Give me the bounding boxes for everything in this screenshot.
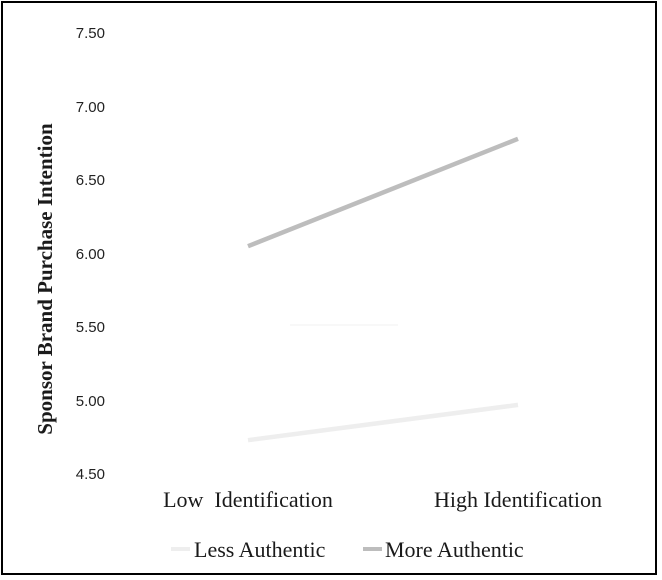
y-tick-label: 7.00 <box>76 99 105 116</box>
series-line-more-authentic <box>247 136 519 249</box>
y-tick-label: 5.50 <box>76 319 105 336</box>
series-lines <box>247 136 519 443</box>
y-tick-label: 4.50 <box>76 466 105 483</box>
legend: Less Authentic More Authentic <box>171 537 524 562</box>
y-axis-title: Sponsor Brand Purchase Intention <box>33 123 57 435</box>
series-line-less-authentic <box>247 402 519 443</box>
y-tick-label: 6.50 <box>76 172 105 189</box>
y-tick-label: 7.50 <box>76 25 105 42</box>
legend-label-more-authentic: More Authentic <box>385 537 524 562</box>
y-axis-ticks: 7.50 7.00 6.50 6.00 5.50 5.00 4.50 <box>76 25 105 483</box>
x-category-label-high: High Identification <box>434 487 602 512</box>
x-category-label-low: Low Identification <box>163 487 333 512</box>
y-tick-label: 5.00 <box>76 393 105 410</box>
legend-label-less-authentic: Less Authentic <box>194 537 326 562</box>
y-tick-label: 6.00 <box>76 246 105 263</box>
